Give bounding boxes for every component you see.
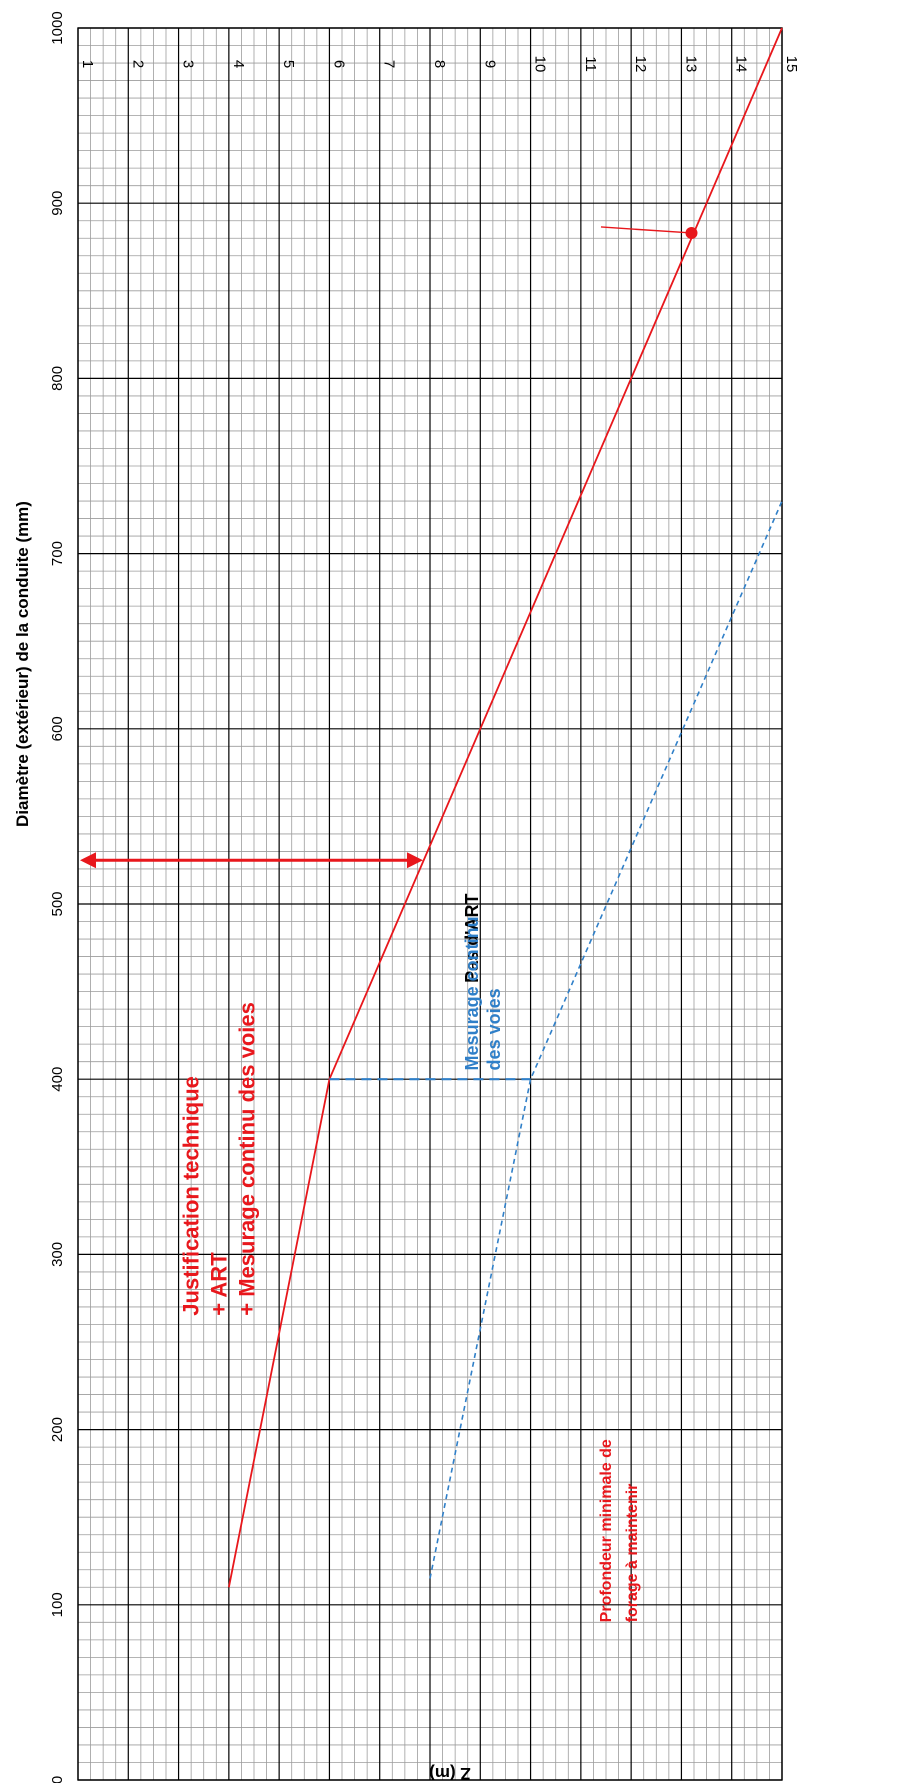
grid (77, 27, 783, 1781)
plot-frame (77, 27, 783, 1781)
series-layer (80, 27, 783, 1588)
annotation-line: + Mesurage continu des voies (235, 1002, 260, 1316)
x-tick-label: 10 (532, 56, 549, 73)
y-tick-label: 700 (49, 541, 66, 566)
annotation-0: Justification technique + ART + Mesurage c… (179, 1002, 260, 1316)
x-axis-title: Z (m) (429, 1764, 471, 1783)
x-tick-label: 15 (783, 56, 800, 73)
tick-labels: 1 2 3 4 5 6 7 8 9 10 11 12 13 14 150100200300400500600… (49, 11, 800, 1783)
range-arrow-head-right (406, 852, 423, 869)
x-tick-label: 9 (481, 60, 498, 68)
depth-marker-point (685, 226, 698, 239)
x-tick-label: 14 (733, 56, 750, 73)
x-tick-label: 8 (431, 60, 448, 68)
annotation-1: Pas d'ART (462, 894, 482, 983)
x-tick-label: 13 (682, 56, 699, 73)
series-line-1 (429, 500, 783, 1579)
y-tick-label: 800 (49, 366, 66, 391)
y-tick-label: 900 (49, 191, 66, 216)
y-tick-label: 0 (49, 1776, 66, 1783)
x-tick-label: 7 (381, 60, 398, 68)
x-tick-label: 5 (280, 60, 297, 68)
x-tick-label: 4 (230, 60, 247, 68)
annotation-line: des voies (484, 988, 504, 1070)
y-tick-label: 500 (49, 891, 66, 916)
annotation-7: Profondeur minimale de forage à maintenir (598, 1439, 641, 1622)
marker-leader-line (600, 226, 692, 234)
annotation-2: Mesurage continu des voies (462, 916, 504, 1070)
x-tick-label: 2 (129, 60, 146, 68)
range-arrow-head-left (80, 852, 96, 869)
y-tick-label: 100 (49, 1592, 66, 1617)
annotation-line: Mesurage continu (462, 916, 482, 1070)
annotation-line: Profondeur minimale de (598, 1439, 615, 1622)
x-tick-label: 12 (632, 56, 649, 73)
annotation-line: Justification technique (179, 1076, 204, 1316)
x-tick-label: 11 (582, 56, 599, 72)
y-axis-title: Diamètre (extérieur) de la conduite (mm) (13, 501, 32, 827)
y-tick-label: 200 (49, 1417, 66, 1442)
annotation-line: forage à maintenir (624, 1484, 641, 1623)
annotations: Justification technique + ART + Mesurage c… (179, 894, 641, 1623)
y-tick-label: 600 (49, 716, 66, 741)
y-tick-label: 1000 (49, 11, 66, 44)
annotation-line: + ART (207, 1252, 232, 1316)
y-tick-label: 300 (49, 1242, 66, 1267)
y-tick-label: 400 (49, 1067, 66, 1092)
x-tick-label: 1 (79, 60, 96, 68)
x-tick-label: 6 (330, 60, 347, 68)
x-tick-label: 3 (180, 60, 197, 68)
annotation-line: Pas d'ART (462, 894, 482, 983)
